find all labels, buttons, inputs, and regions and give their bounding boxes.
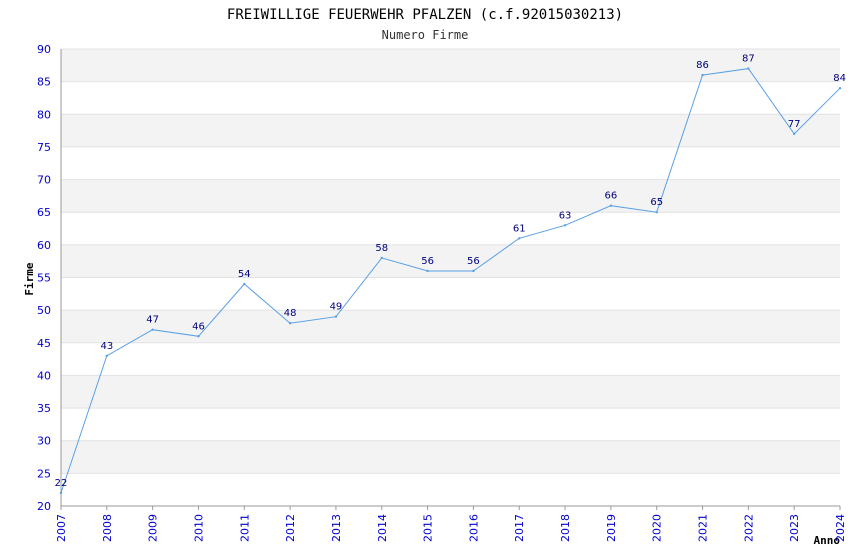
grid-band [61, 179, 840, 213]
x-tick-label: 2017 [513, 514, 526, 542]
grid-bands [61, 49, 840, 474]
grid-lines [61, 48, 840, 507]
x-tick-label: 2014 [376, 514, 389, 542]
data-label: 87 [742, 54, 755, 65]
data-label: 22 [55, 478, 68, 489]
y-tick-label: 80 [37, 108, 51, 121]
data-label: 84 [833, 73, 846, 84]
data-label: 61 [513, 223, 526, 234]
grid-band [61, 375, 840, 409]
data-label: 48 [284, 308, 297, 319]
grid-band [61, 440, 840, 474]
data-point [151, 328, 154, 331]
x-tick-label: 2022 [742, 514, 755, 542]
data-point [105, 354, 109, 358]
y-tick-label: 35 [37, 402, 51, 415]
grid-band [61, 49, 840, 82]
x-tick-label: 2024 [834, 514, 847, 542]
data-point [334, 315, 338, 318]
data-label: 66 [605, 191, 618, 202]
data-point [426, 269, 429, 273]
y-tick-label: 40 [37, 369, 51, 382]
data-label: 65 [650, 197, 663, 208]
chart-title: FREIWILLIGE FEUERWEHR PFALZEN (c.f.92015… [227, 7, 623, 23]
y-tick-label: 65 [37, 206, 51, 219]
x-tick-label: 2013 [330, 514, 343, 542]
data-point [792, 132, 796, 136]
y-tick-label: 70 [37, 174, 51, 187]
y-axis-label: Firme [23, 262, 36, 295]
data-point [472, 269, 475, 273]
data-label: 47 [146, 315, 159, 326]
data-label: 56 [467, 256, 480, 267]
data-label: 56 [421, 256, 434, 267]
data-label: 49 [330, 302, 343, 313]
y-tick-label: 55 [37, 272, 51, 285]
x-tick-label: 2009 [147, 514, 160, 542]
x-tick-label: 2016 [467, 514, 480, 542]
data-label: 54 [238, 269, 251, 280]
data-point [655, 211, 658, 214]
x-tick-labels: 2007 2008 2009 2010 2011 2012 2013 2014 2015 2016… [55, 506, 847, 542]
x-tick-label: 2015 [422, 514, 435, 542]
data-label: 46 [192, 321, 205, 332]
y-tick-labels: 20 25 30 35 40 45 50 55 60 65 70 75 80 85 90 [37, 43, 51, 513]
grid-band [61, 310, 840, 343]
data-point [609, 204, 613, 207]
data-point [701, 73, 704, 77]
x-axis-label: Anno [814, 534, 841, 547]
data-point [243, 282, 246, 286]
x-tick-label: 2020 [651, 514, 664, 542]
x-tick-label: 2018 [559, 514, 572, 542]
y-tick-label: 45 [37, 337, 51, 350]
data-point [380, 256, 383, 260]
y-tick-label: 60 [37, 239, 51, 252]
data-label: 58 [375, 243, 388, 254]
x-tick-label: 2011 [238, 514, 251, 542]
data-label: 43 [100, 341, 113, 352]
x-tick-label: 2010 [192, 514, 205, 542]
x-tick-label: 2021 [697, 514, 710, 542]
y-tick-label: 50 [37, 304, 51, 317]
data-label: 63 [559, 210, 572, 221]
data-labels: 22 43 47 46 54 48 49 58 56 56 61 63 66 65 86 87 77 84 [55, 54, 846, 495]
x-tick-label: 2012 [284, 514, 297, 542]
data-point [563, 224, 567, 227]
x-tick-label: 2008 [101, 514, 114, 542]
data-point [288, 322, 292, 325]
y-tick-label: 20 [37, 500, 51, 513]
series-line [60, 68, 841, 494]
grid-band [61, 244, 840, 278]
y-tick-label: 30 [37, 435, 51, 448]
y-tick-label: 25 [37, 467, 51, 480]
x-tick-label: 2023 [788, 514, 801, 542]
data-point [59, 491, 63, 495]
data-label: 86 [696, 60, 709, 71]
y-tick-label: 75 [37, 141, 51, 154]
y-tick-label: 85 [37, 76, 51, 89]
chart-subtitle: Numero Firme [382, 28, 469, 42]
data-label: 77 [788, 119, 801, 130]
data-point [838, 86, 842, 90]
y-tick-label: 90 [37, 43, 51, 56]
data-point [518, 237, 521, 240]
x-tick-label: 2019 [605, 514, 618, 542]
data-point [747, 67, 750, 70]
x-tick-label: 2007 [55, 514, 68, 542]
grid-band [61, 114, 840, 147]
data-point [197, 335, 200, 338]
